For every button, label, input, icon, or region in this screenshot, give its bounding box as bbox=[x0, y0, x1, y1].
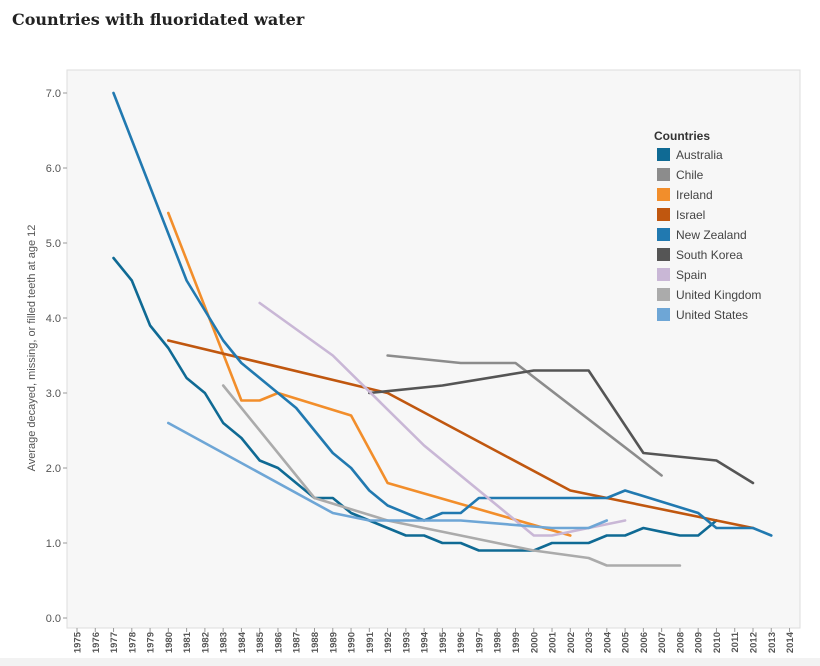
y-tick-label: 0.0 bbox=[46, 613, 61, 625]
legend-label-ireland: Ireland bbox=[676, 188, 713, 202]
x-tick-label: 2001 bbox=[548, 631, 559, 653]
x-tick-label: 1975 bbox=[73, 631, 84, 653]
legend-swatch-united-states bbox=[657, 308, 670, 321]
x-tick-label: 1999 bbox=[511, 632, 522, 653]
legend-label-new-zealand: New Zealand bbox=[676, 228, 747, 242]
legend-label-south-korea: South Korea bbox=[676, 248, 743, 262]
y-tick-label: 1.0 bbox=[46, 538, 61, 550]
y-tick-label: 4.0 bbox=[46, 313, 61, 325]
x-tick-label: 1978 bbox=[127, 632, 138, 653]
x-tick-label: 2007 bbox=[657, 632, 668, 653]
x-tick-label: 2005 bbox=[621, 631, 632, 653]
legend-label-united-states: United States bbox=[676, 308, 748, 322]
x-tick-label: 1977 bbox=[109, 632, 120, 653]
x-tick-label: 1997 bbox=[474, 632, 485, 653]
legend-swatch-united-kingdom bbox=[657, 288, 670, 301]
x-tick-label: 1996 bbox=[456, 632, 467, 653]
page-title: Countries with fluoridated water bbox=[12, 10, 305, 29]
legend-label-australia: Australia bbox=[676, 148, 723, 162]
x-tick-label: 2013 bbox=[767, 632, 778, 653]
bottom-strip bbox=[0, 658, 820, 666]
x-tick-label: 1987 bbox=[292, 632, 303, 653]
legend-label-spain: Spain bbox=[676, 268, 707, 282]
x-tick-label: 2008 bbox=[675, 632, 686, 653]
y-tick-label: 7.0 bbox=[46, 88, 61, 100]
series-line-spain bbox=[258, 301, 627, 537]
legend-swatch-new-zealand bbox=[657, 228, 670, 241]
y-axis-label: Average decayed, missing, or filled teet… bbox=[26, 225, 38, 472]
x-tick-label: 2010 bbox=[712, 632, 723, 653]
x-tick-label: 1995 bbox=[438, 631, 449, 653]
x-tick-label: 1993 bbox=[401, 632, 412, 653]
legend-swatch-israel bbox=[657, 208, 670, 221]
x-tick-label: 2006 bbox=[639, 632, 650, 653]
legend-swatch-chile bbox=[657, 168, 670, 181]
x-tick-label: 1986 bbox=[273, 632, 284, 653]
series-line-united-kingdom bbox=[221, 384, 682, 567]
x-tick-label: 1992 bbox=[383, 632, 394, 653]
series-line-chile bbox=[386, 354, 663, 477]
legend-label-chile: Chile bbox=[676, 168, 704, 182]
x-tick-label: 1991 bbox=[365, 631, 376, 653]
x-tick-label: 2009 bbox=[694, 632, 705, 653]
x-tick-label: 2003 bbox=[584, 632, 595, 653]
legend-label-united-kingdom: United Kingdom bbox=[676, 288, 761, 302]
x-tick-label: 2012 bbox=[748, 632, 759, 653]
x-tick-label: 1981 bbox=[182, 631, 193, 653]
series-line-israel bbox=[167, 339, 755, 530]
x-tick-label: 2014 bbox=[785, 631, 796, 653]
legend-swatch-australia bbox=[657, 148, 670, 161]
legend-label-israel: Israel bbox=[676, 208, 705, 222]
legend-swatch-south-korea bbox=[657, 248, 670, 261]
legend-title: Countries bbox=[654, 129, 710, 143]
series-line-united-states bbox=[167, 421, 609, 530]
y-tick-label: 5.0 bbox=[46, 238, 61, 250]
x-tick-label: 1984 bbox=[237, 631, 248, 653]
x-tick-label: 1988 bbox=[310, 632, 321, 653]
x-tick-label: 1983 bbox=[219, 632, 230, 653]
series-line-south-korea bbox=[367, 369, 755, 485]
y-tick-label: 2.0 bbox=[46, 463, 61, 475]
x-tick-label: 2002 bbox=[566, 632, 577, 653]
y-tick-label: 3.0 bbox=[46, 388, 61, 400]
series-line-australia bbox=[112, 256, 718, 552]
x-tick-label: 1976 bbox=[91, 632, 102, 653]
x-tick-label: 1990 bbox=[347, 632, 358, 653]
series-line-new-zealand bbox=[112, 91, 773, 537]
x-tick-label: 1994 bbox=[420, 631, 431, 653]
x-tick-label: 1989 bbox=[328, 632, 339, 653]
x-tick-label: 1980 bbox=[164, 632, 175, 653]
x-tick-label: 2004 bbox=[602, 631, 613, 653]
x-tick-label: 2011 bbox=[730, 631, 741, 652]
legend-swatch-spain bbox=[657, 268, 670, 281]
legend-swatch-ireland bbox=[657, 188, 670, 201]
x-tick-label: 1985 bbox=[255, 631, 266, 653]
x-tick-label: 1998 bbox=[493, 632, 504, 653]
x-tick-label: 1982 bbox=[200, 632, 211, 653]
x-tick-label: 1979 bbox=[146, 632, 157, 653]
x-tick-label: 2000 bbox=[529, 632, 540, 653]
y-tick-label: 6.0 bbox=[46, 163, 61, 175]
